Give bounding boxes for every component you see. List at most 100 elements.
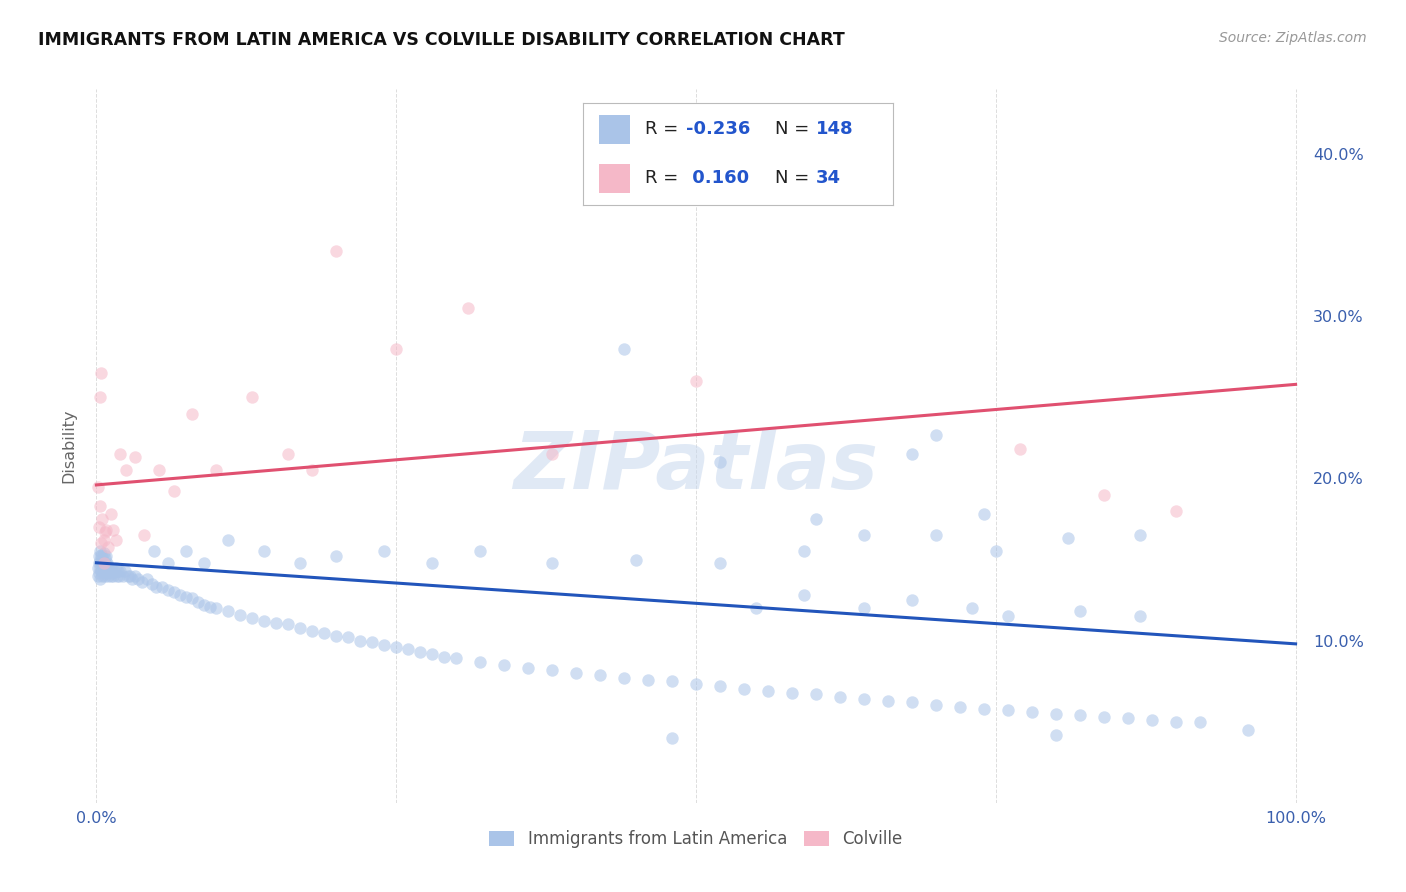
Point xyxy=(94,558,117,572)
Point xyxy=(661,674,683,689)
Point xyxy=(290,621,312,635)
Point xyxy=(685,374,707,388)
Point xyxy=(93,524,117,539)
Point xyxy=(385,640,408,654)
Point xyxy=(852,528,875,542)
Point xyxy=(193,598,215,612)
Point xyxy=(93,556,115,570)
Point xyxy=(150,580,173,594)
Point xyxy=(86,560,108,574)
Point xyxy=(1129,528,1152,542)
Point xyxy=(187,595,209,609)
Point xyxy=(107,564,129,578)
Point xyxy=(104,560,127,574)
Point xyxy=(325,549,347,564)
Point xyxy=(468,655,491,669)
Point xyxy=(1129,609,1152,624)
Point xyxy=(901,593,924,607)
Point xyxy=(89,390,111,404)
Point xyxy=(174,590,197,604)
Point xyxy=(110,564,132,578)
Text: 0.160: 0.160 xyxy=(686,169,748,187)
Point xyxy=(1188,714,1211,729)
Point xyxy=(91,568,114,582)
Point xyxy=(163,585,186,599)
Point xyxy=(444,651,467,665)
Point xyxy=(101,566,124,580)
Point xyxy=(89,552,111,566)
Point xyxy=(1045,728,1067,742)
Point xyxy=(385,342,408,356)
Point xyxy=(637,673,659,687)
Point xyxy=(1069,604,1091,618)
Point xyxy=(756,684,779,698)
Point xyxy=(127,572,149,586)
Point xyxy=(709,556,731,570)
Point xyxy=(325,244,347,259)
Point xyxy=(901,695,924,709)
Point xyxy=(93,546,115,560)
Text: Source: ZipAtlas.com: Source: ZipAtlas.com xyxy=(1219,31,1367,45)
Point xyxy=(90,366,112,380)
Point xyxy=(1045,706,1067,721)
Point xyxy=(100,560,122,574)
Point xyxy=(793,588,815,602)
Point xyxy=(89,499,111,513)
Point xyxy=(541,447,564,461)
Point xyxy=(96,556,118,570)
Point xyxy=(314,625,336,640)
Point xyxy=(93,533,115,547)
Point xyxy=(409,645,432,659)
Point xyxy=(997,609,1019,624)
Point xyxy=(148,463,170,477)
Point xyxy=(804,687,827,701)
Point xyxy=(174,544,197,558)
Text: R =: R = xyxy=(645,169,685,187)
Point xyxy=(145,580,167,594)
Point xyxy=(89,572,111,586)
Point xyxy=(205,601,228,615)
Point xyxy=(613,342,636,356)
Point xyxy=(93,550,117,565)
Point xyxy=(87,556,110,570)
Point xyxy=(94,566,117,580)
Point xyxy=(104,533,127,547)
Point xyxy=(973,702,995,716)
Point xyxy=(100,507,122,521)
Point xyxy=(97,559,120,574)
Point xyxy=(433,649,456,664)
Point xyxy=(89,544,111,558)
Point xyxy=(1164,714,1187,729)
Point xyxy=(997,703,1019,717)
Point xyxy=(118,568,141,582)
Point xyxy=(89,560,111,574)
Point xyxy=(253,614,276,628)
Point xyxy=(337,631,360,645)
Point xyxy=(94,524,117,538)
Text: 34: 34 xyxy=(815,169,841,187)
Point xyxy=(973,507,995,521)
Point xyxy=(111,568,134,582)
Point xyxy=(108,568,131,582)
Point xyxy=(361,635,384,649)
Point xyxy=(91,549,114,564)
Point xyxy=(91,512,114,526)
Legend: Immigrants from Latin America, Colville: Immigrants from Latin America, Colville xyxy=(482,824,910,855)
Point xyxy=(217,533,239,547)
Point xyxy=(117,568,139,582)
Point xyxy=(124,450,146,465)
Point xyxy=(1056,532,1078,546)
Point xyxy=(349,633,371,648)
Point xyxy=(96,564,118,578)
Point xyxy=(115,463,138,477)
Point xyxy=(141,577,163,591)
Point xyxy=(240,611,263,625)
Point xyxy=(101,524,124,538)
Point xyxy=(1008,442,1031,457)
Text: ZIPatlas: ZIPatlas xyxy=(513,428,879,507)
Point xyxy=(110,447,132,461)
Point xyxy=(1164,504,1187,518)
Point xyxy=(589,667,612,681)
Point xyxy=(301,624,323,638)
Point xyxy=(90,564,112,578)
